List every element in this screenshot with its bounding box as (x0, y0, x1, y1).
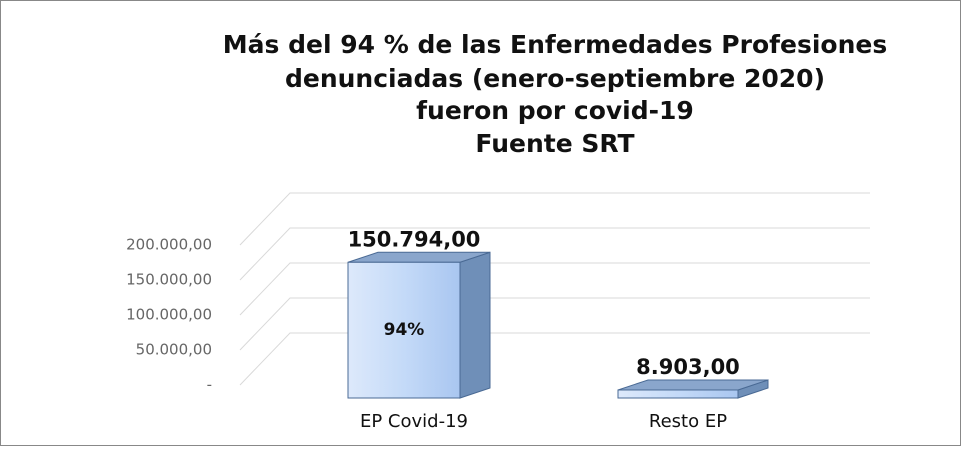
bar (347, 251, 491, 399)
grid-line (239, 297, 870, 351)
y-tick-label: - (207, 376, 212, 394)
grid-line (239, 227, 870, 281)
chart-title: fueron por covid-19 (416, 96, 694, 125)
chart-title: Más del 94 % de las Enfermedades Profesi… (223, 30, 887, 59)
chart-title: denunciadas (enero-septiembre 2020) (285, 64, 825, 93)
grid-line (239, 262, 870, 316)
grid-line (239, 332, 870, 386)
bar (617, 379, 769, 399)
bar-front (617, 389, 739, 399)
bar-front (347, 261, 461, 399)
x-tick-label: Resto EP (649, 411, 727, 432)
y-tick-label: 150.000,00 (126, 271, 212, 289)
value-label: 8.903,00 (636, 355, 740, 379)
chart-title: Fuente SRT (475, 129, 634, 158)
grid-line (239, 192, 870, 246)
value-label: 150.794,00 (348, 227, 481, 251)
annotation: 94% (384, 320, 425, 340)
bar-side (459, 251, 491, 399)
y-tick-label: 100.000,00 (126, 306, 212, 324)
y-tick-label: 50.000,00 (136, 341, 212, 359)
y-tick-label: 200.000,00 (126, 236, 212, 254)
x-tick-label: EP Covid-19 (360, 411, 468, 432)
